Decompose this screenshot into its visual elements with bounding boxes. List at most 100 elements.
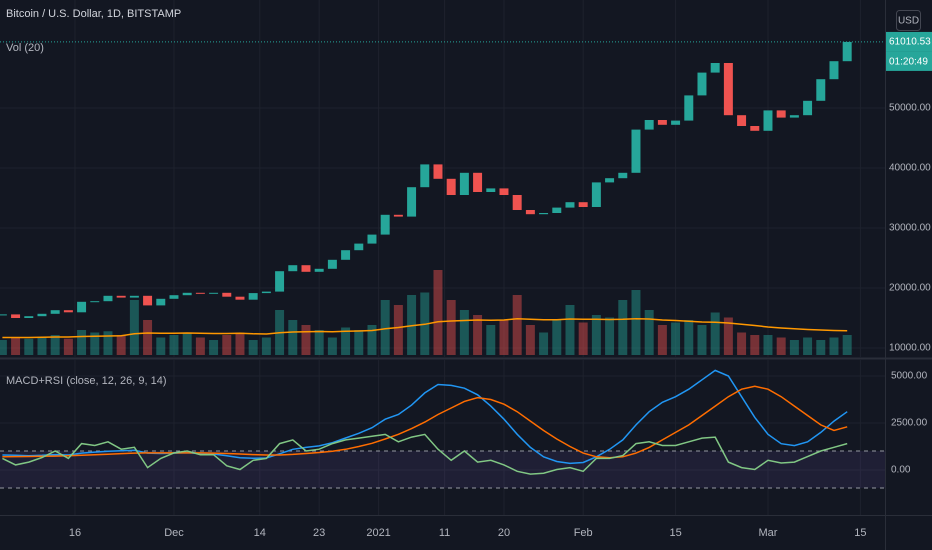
candle [539,213,549,215]
volume-bar [209,340,219,355]
x-tick-label: 15 [669,527,681,539]
candle [261,291,271,294]
x-tick-label: 23 [313,527,325,539]
y-tick-label: 20000.00 [889,283,931,294]
candle [380,214,390,235]
candle [605,178,615,183]
candle [301,265,311,272]
volume-bar [341,327,351,355]
volume-bar [539,332,549,355]
currency-label: USD [898,16,919,27]
volume-bar [737,332,747,355]
y-tick-label: 50000.00 [889,103,931,114]
volume-bar [195,337,205,355]
candle [631,129,641,173]
volume-bar [301,325,311,355]
candle [763,110,773,131]
indicator-line [2,433,848,475]
volume-bar [552,320,562,355]
volume-bar [591,315,601,355]
x-tick-label: Mar [759,527,778,539]
candle [750,126,760,131]
volume-bar [129,300,139,355]
candle [829,61,839,80]
candle [195,292,205,294]
candle [671,120,681,125]
x-tick-label: Dec [164,527,184,539]
volume-bar [433,270,443,355]
candle [420,164,430,188]
volume-bar [11,337,21,355]
volume-bar [446,300,456,355]
candle [0,314,7,316]
volume-bar [50,335,60,355]
candle [288,265,298,272]
x-tick-label: 14 [254,527,266,539]
volume-ma [2,318,848,339]
macd-title: MACD+RSI (close, 12, 26, 9, 14) [6,375,166,387]
candle [723,63,733,116]
candle [63,310,73,313]
volume-bar [842,335,852,355]
volume-bar [710,312,720,355]
candle [618,172,628,179]
volume-bar [354,330,364,355]
last-price-label: 61010.53 [889,37,931,48]
x-tick-label: 15 [854,527,866,539]
candle [816,79,826,101]
volume-bar [578,322,588,355]
volume-bar [380,300,390,355]
volume-bar [169,335,179,355]
candle [842,41,852,62]
last-price-box [886,31,932,52]
y-tick-label: 0.00 [891,465,911,476]
candle [657,120,667,125]
candle [37,313,47,317]
volume-bar [407,295,417,355]
y-tick-label: 40000.00 [889,163,931,174]
candle [143,295,153,306]
volume-bar [143,320,153,355]
volume-bar [288,320,298,355]
currency-button [896,10,921,31]
countdown-label: 01:20:49 [889,57,928,68]
volume-bar [486,325,496,355]
volume-bar [618,300,628,355]
volume-bar [697,325,707,355]
volume-bar [816,340,826,355]
volume-bar [803,337,813,355]
candle [433,164,443,179]
volume-bar [657,325,667,355]
candle [789,115,799,118]
candle [776,110,786,118]
candle [327,259,337,269]
volume-bar [116,335,126,355]
y-tick-label: 2500.00 [891,418,928,429]
candle [525,210,535,215]
x-tick-label: 2021 [366,527,390,539]
chart-title: Bitcoin / U.S. Dollar, 1D, BITSTAMP [6,8,181,20]
x-tick-label: Feb [574,527,593,539]
candle [803,100,813,116]
candle [393,214,403,217]
x-tick-label: 20 [498,527,510,539]
indicator-line [2,385,848,459]
candle [209,292,219,294]
candle [341,250,351,260]
rsi-band [0,451,885,488]
volume-bar [327,337,337,355]
volume-bar [829,337,839,355]
countdown-box [886,51,932,71]
y-tick-label: 10000.00 [889,343,931,354]
candle [367,234,377,244]
candle [486,188,496,192]
candle [156,298,166,306]
volume-bar [182,332,192,355]
candle [710,63,720,73]
volume-bar [77,330,87,355]
volume-bar [222,335,232,355]
candle [90,301,100,303]
volume-bar [235,332,245,355]
volume-bar [512,295,522,355]
